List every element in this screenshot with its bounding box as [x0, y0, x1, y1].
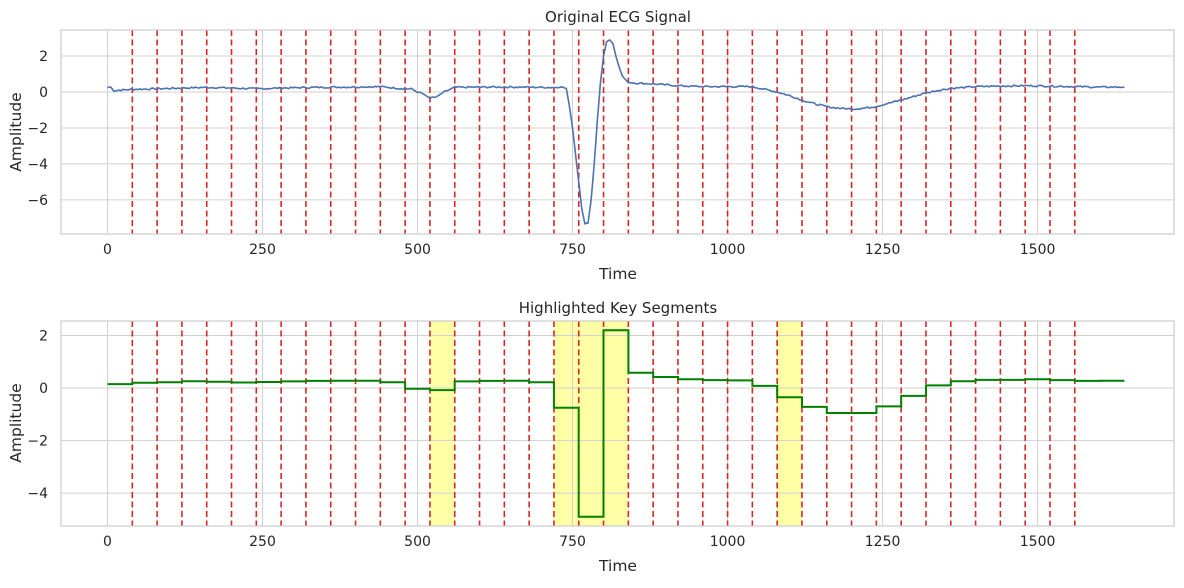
key-segments-highlight-span	[777, 321, 802, 526]
ecg-signal-xlabel: Time	[598, 265, 637, 283]
ecg-signal-ylabel: Amplitude	[7, 92, 25, 171]
key-segments-x-tick-label: 1500	[1020, 534, 1056, 550]
ecg-signal-y-tick-label: −2	[27, 121, 48, 137]
key-segments-y-tick-label: 0	[39, 381, 48, 397]
ecg-signal-panel: Original ECG Signal Time Amplitude 0 250 5…	[7, 8, 1175, 283]
key-segments-plot-area	[61, 321, 1174, 526]
key-segments-title: Highlighted Key Segments	[519, 299, 718, 317]
key-segments-x-tick-label: 1250	[865, 534, 901, 550]
ecg-signal-y-tick-label: 0	[39, 85, 48, 101]
ecg-signal-x-tick-label: 1500	[1020, 242, 1056, 258]
key-segments-ylabel: Amplitude	[7, 383, 25, 462]
ecg-signal-x-tick-label: 1250	[865, 242, 901, 258]
key-segments-frame	[60, 320, 1175, 527]
ecg-signal-plot-area	[61, 30, 1174, 234]
ecg-signal-x-tick-label: 250	[249, 242, 276, 258]
key-segments-highlight-span	[429, 321, 455, 526]
key-segments-x-tick-label: 0	[103, 534, 112, 550]
ecg-signal-signal-line	[107, 39, 1125, 225]
key-segments-y-tick-label: −2	[27, 434, 48, 450]
key-segments-x-tick-label: 500	[404, 534, 431, 550]
ecg-signal-y-tick-label: −4	[27, 157, 48, 173]
ecg-signal-y-tick-label: 2	[39, 49, 48, 65]
ecg-signal-x-tick-label: 500	[404, 242, 431, 258]
ecg-signal-title: Original ECG Signal	[545, 8, 691, 26]
key-segments-xlabel: Time	[598, 557, 637, 575]
ecg-signal-y-tick-label: −6	[27, 193, 48, 209]
ecg-signal-x-tick-label: 0	[103, 242, 112, 258]
key-segments-highlight-span	[553, 321, 629, 526]
key-segments-x-tick-label: 1000	[710, 534, 746, 550]
key-segments-y-tick-label: 2	[39, 328, 48, 344]
key-segments-panel: Highlighted Key Segments Time Amplitude …	[7, 299, 1175, 575]
ecg-signal-x-tick-label: 750	[559, 242, 586, 258]
ecg-signal-frame	[60, 29, 1175, 235]
key-segments-x-tick-label: 250	[249, 534, 276, 550]
ecg-signal-x-tick-label: 1000	[710, 242, 746, 258]
key-segments-step-line	[107, 329, 1125, 518]
key-segments-y-tick-label: −4	[27, 486, 48, 502]
key-segments-x-tick-label: 750	[559, 534, 586, 550]
